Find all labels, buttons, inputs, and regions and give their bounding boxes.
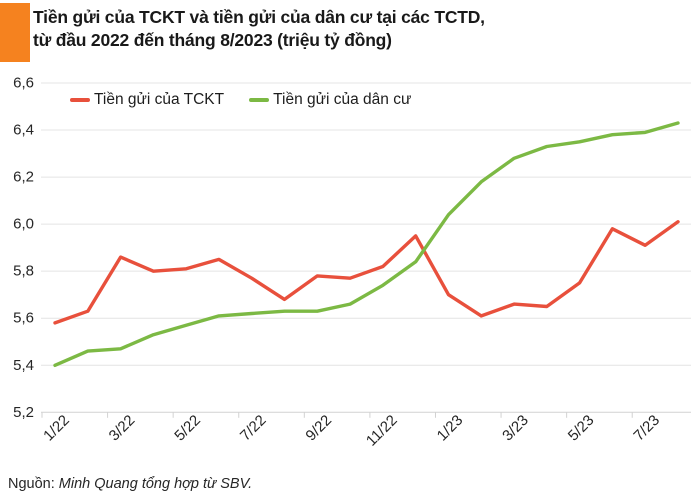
legend-label-dancu: Tiền gửi của dân cư (273, 91, 412, 108)
page-title: Tiền gửi của TCKT và tiền gửi của dân cư… (33, 6, 485, 52)
legend-label-tckt: Tiền gửi của TCKT (94, 91, 225, 108)
y-tick-label: 5,8 (13, 263, 34, 280)
source-note: Nguồn: Minh Quang tổng hợp từ SBV. (8, 476, 252, 492)
x-tick-label: 5/23 (565, 412, 598, 445)
x-tick-label: 7/22 (237, 412, 270, 445)
x-tick-label: 9/22 (302, 412, 335, 445)
x-tick-label: 3/22 (106, 412, 139, 445)
accent-bar (0, 3, 30, 62)
red-line-swatch-icon (70, 98, 90, 102)
series-line-dancu (53, 121, 680, 367)
x-tick-label: 1/23 (434, 412, 467, 445)
green-line-swatch-icon (249, 98, 270, 102)
y-tick-label: 5,4 (13, 357, 34, 374)
x-tick-label: 11/22 (363, 412, 401, 450)
x-tick-label: 7/23 (630, 412, 663, 445)
y-tick-label: 6,2 (13, 169, 34, 186)
source-prefix: Nguồn: (8, 476, 59, 492)
chart-legend: Tiền gửi của TCKT Tiền gửi của dân cư (70, 91, 411, 109)
y-tick-label: 5,2 (13, 404, 34, 421)
x-tick-label: 3/23 (499, 412, 532, 445)
title-line-1: Tiền gửi của TCKT và tiền gửi của dân cư… (33, 7, 485, 27)
series-line-tckt (53, 220, 680, 325)
source-text: Minh Quang tổng hợp từ SBV. (58, 476, 253, 492)
y-tick-label: 6,6 (13, 75, 34, 92)
y-tick-label: 6,4 (13, 122, 34, 139)
title-line-2: từ đầu 2022 đến tháng 8/2023 (triệu tỷ đ… (33, 30, 392, 51)
x-tick-label: 5/22 (171, 412, 204, 445)
y-tick-label: 6,0 (13, 216, 34, 233)
y-tick-label: 5,6 (13, 310, 34, 327)
legend-item-dancu: Tiền gửi của dân cư (249, 91, 411, 109)
legend-item-tckt: Tiền gửi của TCKT (70, 91, 224, 109)
x-tick-label: 1/22 (40, 412, 73, 445)
